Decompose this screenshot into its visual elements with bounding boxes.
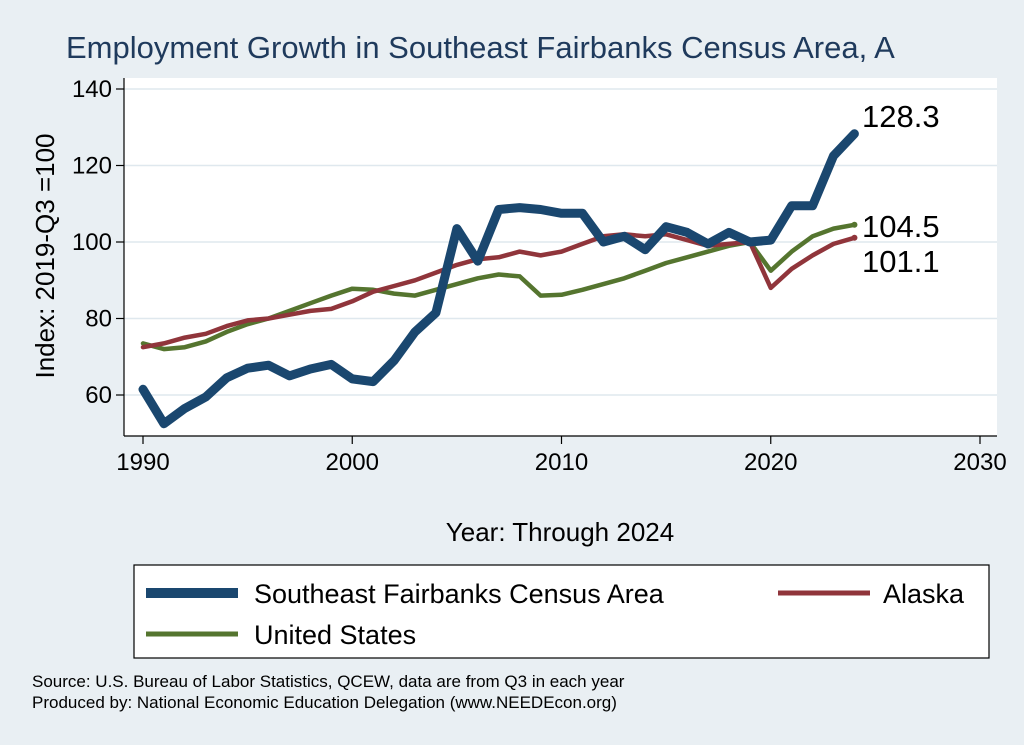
- legend-label-southeast-fairbanks: Southeast Fairbanks Census Area: [254, 579, 665, 609]
- y-tick-label-100: 100: [72, 229, 112, 256]
- series-end-point-alaska: [851, 234, 858, 241]
- x-tick-label-1990: 1990: [116, 449, 169, 476]
- source-note: Source: U.S. Bureau of Labor Statistics,…: [32, 672, 625, 691]
- y-ticks: 60 80 100 120 140: [72, 76, 124, 409]
- end-label-alaska: 101.1: [862, 244, 940, 279]
- produced-by-note: Produced by: National Economic Education…: [32, 693, 617, 712]
- y-tick-label-140: 140: [72, 76, 112, 103]
- series-end-point-united-states: [851, 221, 858, 228]
- x-tick-label-2030: 2030: [953, 449, 1006, 476]
- y-axis-label: Index: 2019-Q3 =100: [30, 133, 60, 378]
- y-tick-label-80: 80: [85, 306, 112, 333]
- x-axis-label: Year: Through 2024: [446, 517, 674, 547]
- y-tick-label-120: 120: [72, 153, 112, 180]
- legend: Southeast Fairbanks Census Area Alaska U…: [146, 579, 965, 650]
- end-label-southeast-fairbanks: 128.3: [862, 99, 940, 134]
- legend-label-alaska: Alaska: [883, 579, 965, 609]
- x-tick-label-2000: 2000: [326, 449, 379, 476]
- x-tick-label-2010: 2010: [535, 449, 588, 476]
- y-tick-label-60: 60: [85, 382, 112, 409]
- x-tick-label-2020: 2020: [744, 449, 797, 476]
- legend-label-united-states: United States: [254, 620, 416, 650]
- x-ticks: 1990 2000 2010 2020 2030: [116, 436, 1007, 476]
- series-line-southeast-fairbanks: [138, 129, 859, 429]
- series-group: [138, 129, 859, 429]
- series-line-alaska: [140, 232, 857, 350]
- series-end-point-southeast-fairbanks: [851, 130, 858, 137]
- chart-title: Employment Growth in Southeast Fairbanks…: [66, 30, 895, 65]
- legend-box: [133, 564, 990, 659]
- end-label-united-states: 104.5: [862, 209, 940, 244]
